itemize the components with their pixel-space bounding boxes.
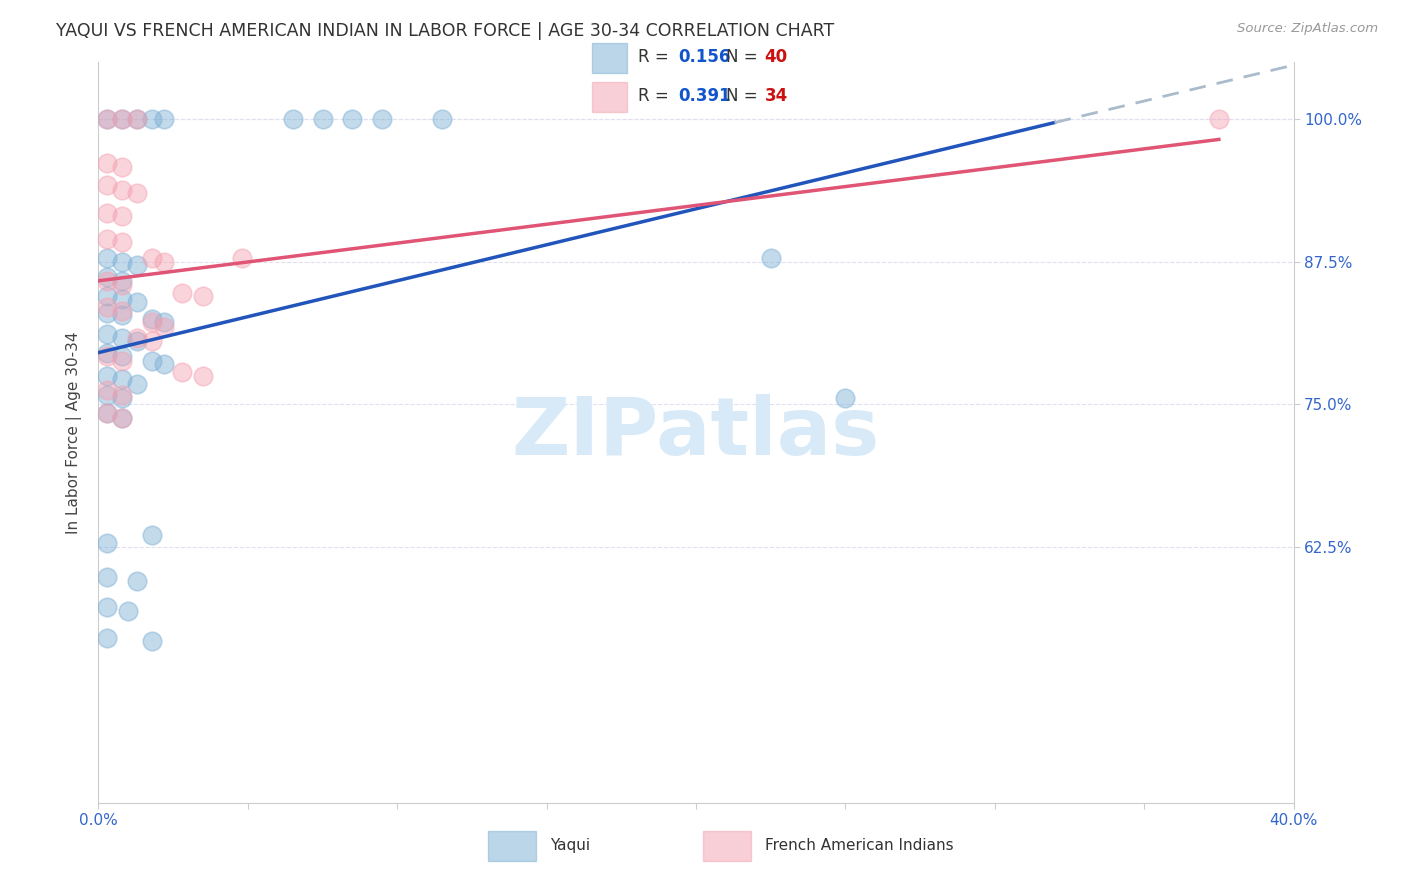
Point (141, 252, 163, 266)
Point (111, 331, 134, 345)
Point (111, 303, 134, 318)
Point (141, 311, 163, 326)
Point (111, 209, 134, 223)
Point (127, 331, 149, 345)
Point (231, 252, 253, 266)
Y-axis label: In Labor Force | Age 30-34: In Labor Force | Age 30-34 (66, 331, 83, 534)
Point (153, 357, 176, 371)
Point (111, 183, 134, 197)
Point (111, 254, 134, 268)
Point (96, 206, 118, 220)
Point (311, 112, 333, 127)
Text: N =: N = (725, 48, 763, 66)
Point (141, 634, 163, 648)
Point (153, 254, 176, 268)
Bar (488, 831, 536, 861)
Point (141, 354, 163, 368)
Point (96, 631, 118, 645)
Point (117, 604, 139, 618)
Point (127, 112, 149, 127)
Point (141, 315, 163, 329)
Point (191, 368, 214, 383)
Point (172, 285, 194, 300)
Text: R =: R = (638, 48, 675, 66)
Point (111, 410, 134, 425)
Bar (703, 831, 751, 861)
Point (96, 232, 118, 246)
Point (153, 315, 176, 329)
Point (111, 349, 134, 363)
Point (111, 160, 134, 174)
Point (96, 112, 118, 127)
Point (96, 599, 118, 614)
Point (96, 349, 118, 363)
Point (96, 112, 118, 127)
Text: 34: 34 (765, 87, 787, 105)
Text: N =: N = (725, 87, 763, 105)
Point (759, 252, 782, 266)
Point (96, 536, 118, 550)
Text: 40: 40 (765, 48, 787, 66)
Point (127, 258, 149, 272)
Point (153, 112, 176, 127)
Point (127, 112, 149, 127)
Point (1208, 112, 1230, 127)
Point (96, 155, 118, 169)
Point (111, 293, 134, 307)
Point (96, 570, 118, 584)
Point (111, 112, 134, 127)
Point (111, 372, 134, 386)
Point (430, 112, 453, 127)
Point (371, 112, 394, 127)
Text: 0.391: 0.391 (678, 87, 731, 105)
Bar (592, 82, 627, 112)
Point (96, 388, 118, 402)
Text: ZIPatlas: ZIPatlas (512, 393, 880, 472)
Text: French American Indians: French American Indians (765, 838, 953, 853)
Text: Source: ZipAtlas.com: Source: ZipAtlas.com (1237, 22, 1378, 36)
Point (111, 277, 134, 292)
Point (191, 289, 214, 303)
Point (96, 346, 118, 360)
Text: Yaqui: Yaqui (550, 838, 591, 853)
Point (96, 252, 118, 266)
Text: R =: R = (638, 87, 675, 105)
Point (141, 528, 163, 542)
Bar (592, 44, 627, 73)
Point (111, 308, 134, 322)
Point (96, 301, 118, 315)
Point (96, 269, 118, 284)
Point (111, 235, 134, 250)
Point (111, 392, 134, 406)
Point (111, 388, 134, 402)
Point (96, 306, 118, 320)
Point (111, 274, 134, 288)
Point (96, 384, 118, 398)
Point (111, 112, 134, 127)
Point (141, 112, 163, 127)
Point (96, 368, 118, 383)
Point (127, 574, 149, 588)
Point (96, 289, 118, 303)
Point (96, 178, 118, 193)
Point (141, 334, 163, 349)
Point (96, 406, 118, 420)
Point (153, 319, 176, 334)
Point (96, 406, 118, 420)
Point (834, 392, 856, 406)
Point (172, 365, 194, 379)
Text: 0.156: 0.156 (678, 48, 731, 66)
Point (96, 274, 118, 288)
Point (281, 112, 304, 127)
Point (127, 334, 149, 349)
Point (127, 186, 149, 201)
Point (127, 376, 149, 391)
Point (342, 112, 364, 127)
Text: YAQUI VS FRENCH AMERICAN INDIAN IN LABOR FORCE | AGE 30-34 CORRELATION CHART: YAQUI VS FRENCH AMERICAN INDIAN IN LABOR… (56, 22, 835, 40)
Point (111, 410, 134, 425)
Point (96, 326, 118, 341)
Point (111, 354, 134, 368)
Point (127, 294, 149, 309)
